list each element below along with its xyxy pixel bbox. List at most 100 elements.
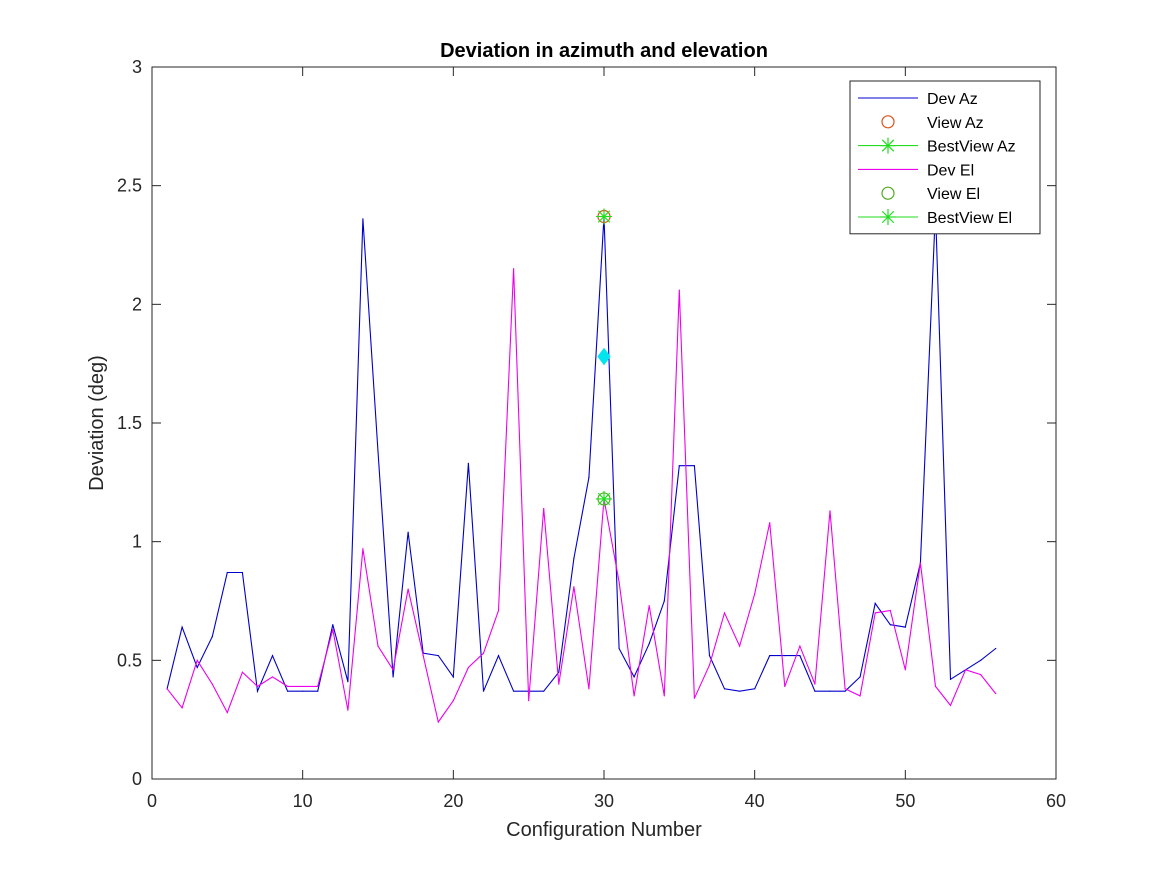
data-point (739, 690, 741, 692)
data-point (226, 571, 228, 574)
data-point (708, 664, 711, 666)
data-point (377, 645, 379, 647)
data-point (814, 683, 816, 685)
series-dev-az (166, 208, 997, 694)
data-point (739, 645, 741, 647)
data-point (497, 609, 500, 612)
data-point (904, 626, 906, 628)
data-point (949, 678, 952, 680)
legend-swatch (881, 186, 895, 200)
data-point (723, 612, 726, 614)
data-point (693, 697, 696, 699)
data-point (723, 688, 726, 690)
legend-swatch (881, 115, 895, 129)
data-point (678, 289, 680, 291)
data-point (754, 688, 756, 690)
data-point (588, 476, 590, 479)
data-point (407, 588, 409, 590)
x-tick-label: 40 (745, 791, 765, 811)
data-point (166, 688, 168, 690)
axes-layer: 0 10 20 30 40 50 60 0 0.5 1 1.5 2 2.5 3 (117, 57, 1066, 811)
data-point (558, 671, 560, 673)
data-point (497, 654, 500, 657)
data-point (513, 268, 515, 270)
series-bestview-az (596, 208, 612, 225)
y-axis-label: Deviation (deg) (86, 355, 108, 491)
data-point (543, 507, 545, 510)
series-dev-el (166, 268, 997, 724)
data-point (769, 522, 771, 524)
legend-entry: View Az (881, 115, 984, 132)
series-line (166, 209, 997, 694)
data-point (708, 654, 711, 657)
y-tick-label: 1.5 (117, 413, 142, 433)
data-point (467, 666, 469, 669)
data-point (332, 624, 334, 626)
legend-label: BestView Az (927, 139, 1016, 156)
data-point (949, 704, 952, 707)
data-point (211, 683, 213, 685)
data-point (980, 659, 982, 661)
legend-entry: Dev Az (858, 91, 978, 108)
data-point (482, 690, 485, 692)
data-point (256, 690, 259, 692)
data-point (693, 465, 696, 467)
data-point (904, 669, 906, 671)
data-point (196, 666, 198, 669)
legend-entry: Dev El (858, 162, 974, 179)
data-point (271, 654, 274, 657)
legend-entry: BestView Az (858, 137, 1016, 156)
data-point (965, 669, 967, 671)
legend-swatch (880, 137, 896, 154)
data-point (678, 465, 680, 467)
data-point (482, 652, 485, 654)
data-point (347, 709, 349, 711)
data-point (392, 676, 394, 678)
data-point (874, 612, 876, 614)
legend: Dev Az View Az BestView Az Dev El View El Bes… (849, 80, 1041, 235)
data-point (392, 669, 394, 671)
x-tick-label: 50 (895, 791, 915, 811)
data-point (181, 707, 183, 709)
x-tick-label: 20 (443, 791, 463, 811)
data-point (934, 685, 937, 688)
data-point (648, 643, 650, 645)
legend-label: Dev El (927, 162, 974, 179)
legend-label: View Az (927, 115, 984, 132)
data-point (799, 654, 801, 657)
data-point (422, 654, 424, 657)
data-point-star (596, 490, 612, 507)
data-point-diamond (597, 347, 611, 366)
legend-box (849, 80, 1041, 235)
series-line (166, 268, 997, 724)
data-point (995, 692, 997, 695)
data-point (874, 602, 876, 604)
data-point (543, 690, 545, 692)
data-point (437, 654, 439, 657)
data-point (829, 510, 831, 512)
data-point (784, 654, 786, 657)
legend-label: BestView El (927, 210, 1012, 227)
legend-label: View El (927, 186, 980, 203)
data-point (287, 690, 289, 692)
data-point (919, 562, 922, 564)
data-point (362, 548, 364, 550)
data-point (558, 683, 560, 685)
data-point (467, 462, 469, 464)
data-point (859, 695, 861, 697)
data-point (754, 593, 756, 595)
data-point (302, 690, 304, 692)
data-point (211, 636, 213, 638)
legend-swatch (880, 209, 896, 225)
y-tick-label: 1 (132, 532, 142, 552)
data-point (829, 690, 831, 692)
data-point (241, 571, 243, 574)
legend-entry: BestView El (858, 209, 1012, 227)
data-point (618, 581, 620, 583)
data-point (302, 685, 304, 688)
data-point (407, 531, 409, 533)
data-point (573, 557, 575, 559)
y-tick-label: 2.5 (117, 176, 142, 196)
